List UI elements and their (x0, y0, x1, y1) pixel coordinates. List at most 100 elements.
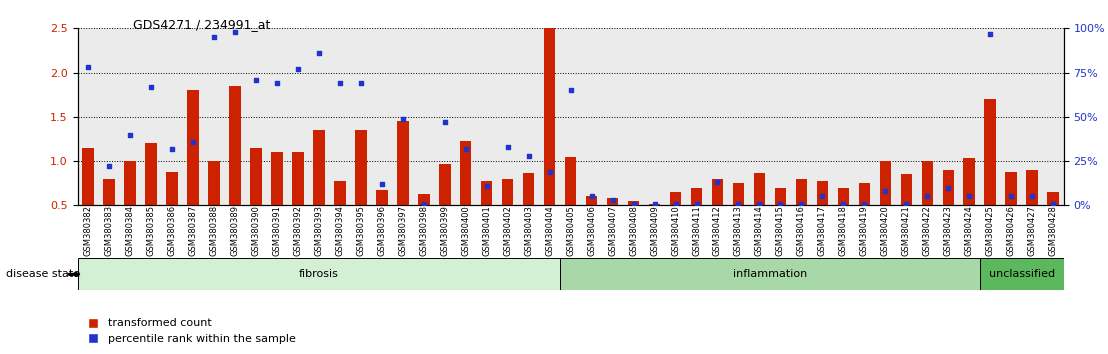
Bar (964, 159, 975, 205)
Text: GSM380398: GSM380398 (419, 205, 429, 256)
Point (79, 64, 96, 70)
Point (226, 29, 244, 35)
Text: GSM380390: GSM380390 (252, 205, 260, 256)
Point (310, 50, 328, 56)
Point (834, 201, 852, 206)
Point (562, 87, 579, 93)
Text: GSM380395: GSM380395 (357, 205, 366, 256)
Text: inflammation: inflammation (732, 269, 807, 279)
Point (414, 201, 432, 206)
Text: GSM380382: GSM380382 (83, 205, 93, 256)
Bar (669, 192, 681, 205)
Point (813, 194, 831, 199)
Point (373, 181, 391, 187)
Point (1024, 194, 1042, 199)
Bar (561, 258, 979, 290)
Bar (817, 181, 828, 205)
Bar (859, 183, 870, 205)
Bar (271, 152, 283, 205)
Text: GSM380385: GSM380385 (146, 205, 155, 256)
Bar (1005, 172, 1017, 205)
Text: GSM380388: GSM380388 (209, 205, 218, 256)
Bar (649, 204, 660, 205)
Text: GSM380419: GSM380419 (860, 205, 869, 256)
Text: GSM380407: GSM380407 (608, 205, 617, 256)
Point (435, 119, 453, 125)
Text: GSM380416: GSM380416 (797, 205, 806, 256)
Bar (293, 152, 304, 205)
Text: GSM380420: GSM380420 (881, 205, 890, 256)
Bar (774, 188, 787, 205)
Point (688, 201, 706, 206)
Bar (796, 179, 808, 205)
Text: GSM380410: GSM380410 (671, 205, 680, 256)
Text: GSM380422: GSM380422 (923, 205, 932, 256)
Point (771, 201, 789, 206)
Text: GSM380404: GSM380404 (545, 205, 554, 256)
Bar (166, 172, 177, 205)
Bar (544, 28, 555, 205)
Point (100, 164, 117, 169)
Bar (460, 141, 472, 205)
Text: GSM380401: GSM380401 (482, 205, 491, 256)
Bar (690, 188, 702, 205)
Text: fibrosis: fibrosis (299, 269, 339, 279)
Bar (565, 156, 576, 205)
Bar (103, 179, 115, 205)
Bar (481, 181, 492, 205)
Bar (901, 175, 912, 205)
Bar (607, 198, 618, 205)
Text: GSM380418: GSM380418 (839, 205, 848, 256)
Point (205, 34, 223, 40)
Bar (838, 188, 849, 205)
Point (855, 201, 873, 206)
Point (961, 194, 978, 199)
Bar (586, 196, 597, 205)
Text: GSM380389: GSM380389 (230, 205, 239, 256)
Text: GSM380403: GSM380403 (524, 205, 533, 256)
Text: GSM380409: GSM380409 (650, 205, 659, 256)
Text: GSM380425: GSM380425 (986, 205, 995, 256)
Bar (124, 161, 136, 205)
Point (247, 77, 265, 82)
Point (625, 201, 643, 206)
Text: GSM380386: GSM380386 (167, 205, 176, 256)
Point (792, 201, 810, 206)
Bar (314, 130, 325, 205)
Text: GSM380400: GSM380400 (461, 205, 470, 256)
Point (394, 116, 412, 121)
Text: unclassified: unclassified (988, 269, 1055, 279)
Text: GSM380414: GSM380414 (755, 205, 763, 256)
Text: GSM380397: GSM380397 (398, 205, 408, 256)
Point (163, 146, 181, 152)
Point (541, 169, 558, 175)
Bar (753, 172, 766, 205)
Text: GSM380427: GSM380427 (1028, 205, 1037, 256)
Text: GSM380415: GSM380415 (776, 205, 784, 256)
Point (142, 84, 160, 90)
Bar (985, 99, 996, 205)
Text: GSM380421: GSM380421 (902, 205, 911, 256)
Text: GDS4271 / 234991_at: GDS4271 / 234991_at (133, 18, 270, 31)
Bar (628, 201, 639, 205)
Point (604, 197, 622, 203)
Text: GSM380423: GSM380423 (944, 205, 953, 256)
Point (1003, 194, 1020, 199)
Point (456, 146, 474, 152)
Text: GSM380402: GSM380402 (503, 205, 512, 256)
Text: GSM380428: GSM380428 (1048, 205, 1058, 256)
Point (268, 80, 286, 86)
Text: GSM380424: GSM380424 (965, 205, 974, 256)
Point (352, 80, 370, 86)
Point (750, 201, 768, 206)
Bar (82, 148, 94, 205)
Point (876, 188, 894, 194)
Text: GSM380411: GSM380411 (692, 205, 701, 256)
Bar (943, 170, 954, 205)
Bar (880, 161, 891, 205)
Bar (78, 258, 561, 290)
Bar (208, 161, 219, 205)
Bar (979, 258, 1064, 290)
Bar (187, 90, 198, 205)
Bar (922, 161, 933, 205)
